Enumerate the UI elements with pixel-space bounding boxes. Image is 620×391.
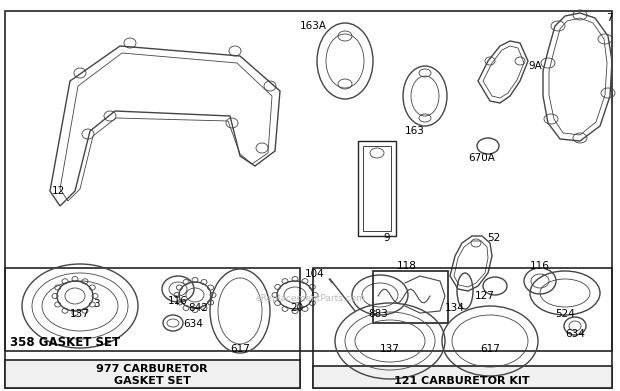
Text: 127: 127	[475, 291, 495, 301]
Text: 121 CARBURETOR KIT: 121 CARBURETOR KIT	[394, 376, 530, 386]
Bar	[5, 360, 300, 388]
Text: 3: 3	[93, 299, 100, 309]
Text: 977 CARBURETOR
GASKET SET: 977 CARBURETOR GASKET SET	[96, 364, 208, 386]
Text: 9: 9	[383, 233, 389, 243]
Text: 134: 134	[445, 303, 465, 313]
Text: 842: 842	[188, 303, 208, 313]
Text: 617: 617	[230, 344, 250, 354]
Text: 163: 163	[405, 126, 425, 136]
Text: 524: 524	[555, 309, 575, 319]
Text: 20: 20	[290, 303, 303, 313]
Text: 104: 104	[305, 269, 325, 279]
Bar	[363, 146, 391, 231]
Text: 52: 52	[487, 233, 500, 243]
Bar	[313, 268, 612, 388]
Text: 670A: 670A	[468, 153, 495, 163]
Text: 634: 634	[183, 319, 203, 329]
Bar	[373, 271, 448, 323]
Text: 12: 12	[52, 186, 65, 196]
Text: 116: 116	[168, 296, 188, 306]
Text: 358 GASKET SET: 358 GASKET SET	[10, 336, 120, 349]
Text: 137: 137	[70, 309, 90, 319]
Text: 634: 634	[565, 329, 585, 339]
Text: eReplacementParts.com: eReplacementParts.com	[255, 294, 365, 303]
Text: 883: 883	[368, 309, 388, 319]
Bar	[5, 268, 300, 388]
Bar	[5, 11, 612, 351]
Text: 9A: 9A	[528, 61, 542, 71]
Text: 116: 116	[530, 261, 550, 271]
Text: 7: 7	[606, 13, 613, 23]
Text: 137: 137	[380, 344, 400, 354]
Text: 118: 118	[397, 261, 417, 271]
Text: 617: 617	[480, 344, 500, 354]
Bar	[358, 141, 396, 236]
Text: 163A: 163A	[300, 21, 327, 31]
Bar	[313, 366, 612, 388]
